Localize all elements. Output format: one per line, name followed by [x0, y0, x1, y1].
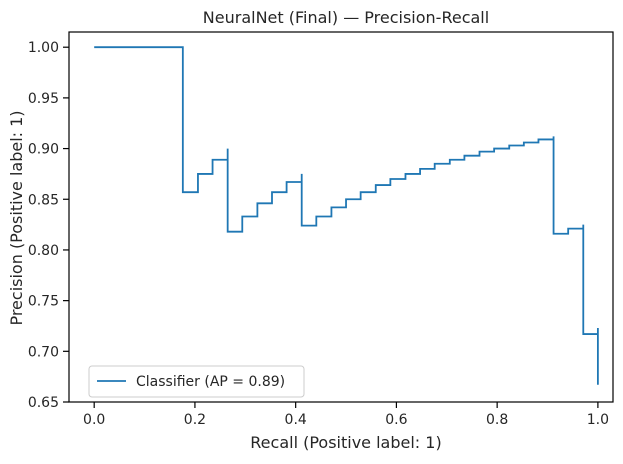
x-tick-label: 0.2	[184, 412, 206, 428]
y-tick-label: 0.95	[28, 91, 59, 107]
y-axis-title: Precision (Positive label: 1)	[7, 110, 26, 325]
x-axis-title: Recall (Positive label: 1)	[250, 433, 441, 452]
pr-curve-series	[94, 46, 599, 385]
x-tick-label: 0.0	[83, 412, 105, 428]
x-tick-label: 1.0	[587, 412, 609, 428]
y-tick-label: 0.70	[28, 344, 59, 360]
y-tick-label: 0.65	[28, 395, 59, 411]
x-axis: 0.0 0.2 0.4 0.6 0.8 1.0	[83, 402, 609, 428]
y-axis: 0.65 0.70 0.75 0.80 0.85 0.90 0.95 1.00	[28, 40, 69, 411]
x-tick-label: 0.4	[285, 412, 307, 428]
x-tick-label: 0.6	[385, 412, 407, 428]
x-tick-label: 0.8	[486, 412, 508, 428]
plot-frame	[68, 31, 614, 403]
legend-label: Classifier (AP = 0.89)	[136, 374, 285, 390]
y-tick-label: 1.00	[28, 40, 59, 56]
y-tick-label: 0.90	[28, 142, 59, 158]
y-tick-label: 0.85	[28, 192, 59, 208]
legend-box	[88, 365, 305, 398]
y-tick-label: 0.75	[28, 294, 59, 310]
chart-title: NeuralNet (Final) — Precision-Recall	[203, 8, 489, 27]
legend: Classifier (AP = 0.89)	[88, 365, 305, 398]
y-tick-label: 0.80	[28, 243, 59, 259]
plot-area	[94, 46, 599, 385]
